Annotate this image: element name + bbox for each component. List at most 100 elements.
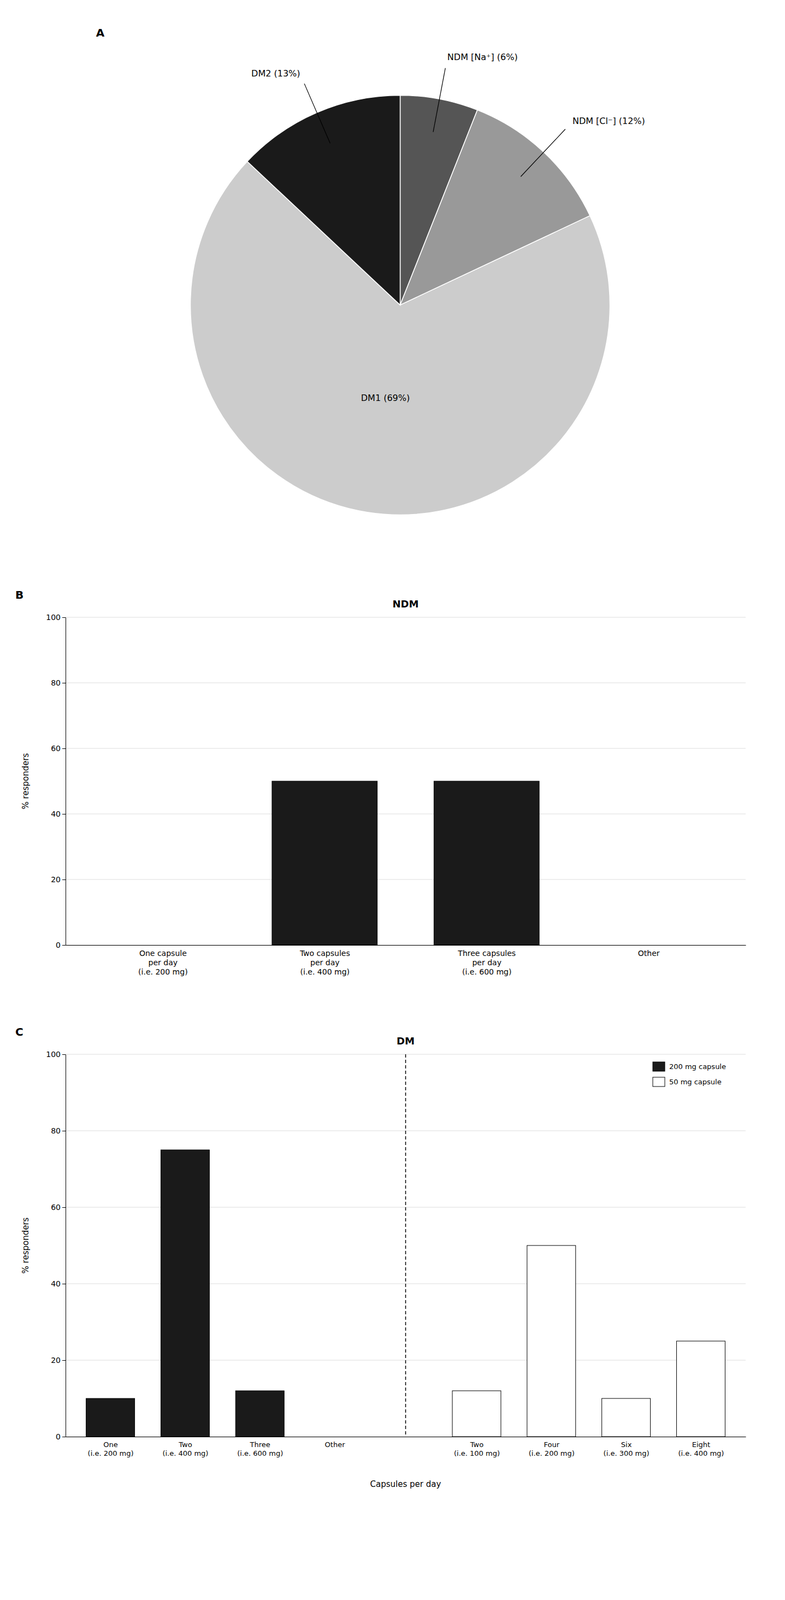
tick-mark [62,617,66,618]
axis-line [65,617,67,946]
legend-swatch [652,1077,665,1087]
legend-label: 50 mg capsule [669,1077,722,1086]
y-tick-label: 20 [50,875,61,884]
panel-label: C [15,1025,24,1039]
separator [405,1054,407,1437]
grid [65,1054,746,1437]
pie-panel: NDM [Na⁺] (6%) NDM [Cl⁻] (12%) DM1 (69%) DM… [190,51,646,515]
chart-title: DM [396,1035,415,1047]
bar [433,781,540,946]
x-tick-label: Four(i.e. 200 mg) [528,1440,575,1458]
y-tick-label: 80 [50,678,61,688]
x-tick: Two(i.e. 400 mg) [162,1440,209,1458]
chart-title: NDM [392,598,419,610]
y-tick: 100 [45,1049,66,1059]
y-tick-label: 0 [55,940,61,950]
x-tick: Two(i.e. 100 mg) [453,1440,500,1458]
y-tick: 0 [55,940,66,950]
pie-labels: NDM [Na⁺] (6%) NDM [Cl⁻] (12%) DM1 (69%) DM… [251,51,646,403]
grid-line [65,813,746,815]
x-tick: One capsuleper day(i.e. 200 mg) [138,948,188,977]
bar [160,1149,210,1437]
pie-label: NDM [Cl⁻] (12%) [572,115,646,127]
y-tick: 60 [50,1202,66,1212]
y-tick-label: 60 [50,744,61,753]
tick-mark [62,1207,66,1208]
pie-label: DM1 (69%) [361,392,410,404]
bar [601,1398,651,1437]
x-tick: Eight(i.e. 400 mg) [677,1440,724,1458]
legend-swatch [652,1061,665,1072]
y-tick-label: 80 [50,1126,61,1136]
y-tick-label: 100 [45,612,61,622]
tick-mark [62,1054,66,1055]
y-tick: 100 [45,612,66,622]
bar [676,1341,725,1437]
figure: NDM [Na⁺] (6%) NDM [Cl⁻] (12%) DM1 (69%) DM… [0,0,785,1600]
pie-slices [190,95,611,515]
grid-line [65,748,746,749]
y-tick: 40 [50,1279,66,1289]
x-axis: One capsuleper day(i.e. 200 mg) Two capsu… [66,945,747,977]
tick-mark [62,682,66,684]
panel-label: B [15,588,24,602]
x-tick-label: One(i.e. 200 mg) [87,1440,134,1458]
bar-panel: 0 20 40 60 80 100 One(i.e. 200 mg) Two(i.e. 400… [15,1025,747,1490]
y-tick: 80 [50,678,66,688]
leader-line [520,128,565,177]
y-tick: 20 [50,875,66,884]
y-tick: 40 [50,809,66,819]
panel-label: A [96,26,105,40]
leader-line [433,68,446,133]
legend-entry: 200 mg capsule [652,1061,727,1072]
bar [310,1436,359,1438]
bar [235,1390,285,1437]
grid-line [65,617,746,618]
x-tick-label: Six(i.e. 300 mg) [603,1440,650,1458]
bar [527,1245,576,1437]
y-tick-label: 40 [50,1279,61,1289]
grid [65,617,746,946]
grid-line [65,945,746,946]
x-tick: Three capsulesper day(i.e. 600 mg) [457,948,516,977]
x-tick-label: One capsuleper day(i.e. 200 mg) [138,948,188,977]
x-tick-label: Two capsulesper day(i.e. 400 mg) [299,948,351,977]
x-tick: Three(i.e. 600 mg) [237,1440,283,1458]
axis-line [65,1054,67,1438]
bars [272,781,540,946]
x-axis-title: Capsules per day [370,1479,442,1490]
tick-mark [62,1360,66,1361]
tick-mark [62,1436,66,1438]
x-tick-label: Two(i.e. 100 mg) [453,1440,500,1458]
y-tick-label: 40 [50,809,61,819]
pie-slice [247,95,401,305]
y-tick: 0 [55,1432,66,1442]
x-tick-label: Eight(i.e. 400 mg) [677,1440,724,1458]
y-tick: 20 [50,1355,66,1365]
leader-line [304,83,330,144]
bar [110,945,216,946]
y-axis: 0 20 40 60 80 100 [45,1049,66,1442]
x-tick: Other [638,948,660,958]
x-tick-label: Other [325,1440,346,1449]
axis-line [66,1436,747,1438]
bar-panel: 0 20 40 60 80 100 One capsuleper day(i.e. 200 … [15,588,747,977]
bar [452,1390,501,1437]
pie-label: NDM [Na⁺] (6%) [447,51,518,63]
x-tick: Six(i.e. 300 mg) [603,1440,650,1458]
pie-label: DM2 (13%) [251,68,300,79]
tick-mark [62,1130,66,1132]
x-tick: Four(i.e. 200 mg) [528,1440,575,1458]
tick-mark [62,879,66,881]
y-tick-label: 60 [50,1202,61,1212]
x-tick-label: Other [638,948,660,958]
legend-entry: 50 mg capsule [652,1077,722,1087]
x-tick: One(i.e. 200 mg) [87,1440,134,1458]
x-tick-label: Three capsulesper day(i.e. 600 mg) [457,948,516,977]
bar [86,1398,135,1437]
grid-line [65,682,746,684]
tick-mark [62,748,66,749]
y-axis-title: % responders [20,752,31,810]
bar [595,945,702,946]
y-axis-title: % responders [20,1217,31,1274]
